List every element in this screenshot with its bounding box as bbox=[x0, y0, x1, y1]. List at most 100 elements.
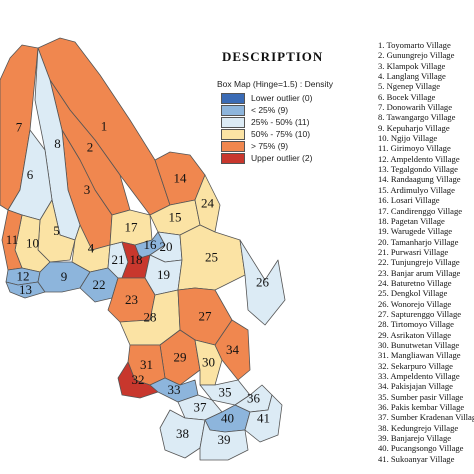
region-label-12: 12 bbox=[17, 269, 30, 284]
village-list-item: 13. Tegalgondo Village bbox=[378, 164, 458, 175]
legend-item-q4: > 75% (9) bbox=[217, 140, 377, 152]
region-label-9: 9 bbox=[61, 269, 68, 284]
village-list-item: 15. Ardimulyo Village bbox=[378, 184, 455, 195]
region-39 bbox=[199, 419, 249, 461]
village-list-item: 12. Ampeldento Village bbox=[378, 153, 460, 164]
legend-swatch bbox=[221, 104, 245, 116]
region-26 bbox=[239, 239, 286, 326]
region-label-32: 32 bbox=[132, 372, 145, 387]
village-list-item: 21. Purwasri Village bbox=[378, 246, 449, 257]
village-list-item: 25. Dengkol Village bbox=[378, 288, 448, 299]
region-label-30: 30 bbox=[202, 355, 215, 370]
legend-swatch bbox=[221, 128, 245, 140]
region-label-31: 31 bbox=[140, 357, 153, 372]
region-41 bbox=[244, 394, 283, 443]
legend-label: < 25% (9) bbox=[251, 105, 289, 115]
region-label-37: 37 bbox=[194, 400, 208, 415]
region-label-41: 41 bbox=[257, 411, 270, 426]
village-list-item: 23. Banjar arum Village bbox=[378, 267, 461, 278]
legend-label: > 75% (9) bbox=[251, 141, 289, 151]
village-list-item: 29. Asrikaton Village bbox=[378, 329, 452, 340]
village-list-item: 28. Tirtomoyo Village bbox=[378, 319, 454, 330]
village-list-item: 37. Sumber Kradenan Village bbox=[378, 412, 474, 423]
region-32 bbox=[117, 361, 159, 399]
legend-label: 25% - 50% (11) bbox=[251, 117, 310, 127]
region-label-34: 34 bbox=[226, 342, 240, 357]
village-list-item: 20. Tamanharjo Village bbox=[378, 236, 459, 247]
region-label-39: 39 bbox=[218, 432, 231, 447]
description-title: DESCRIPTION bbox=[222, 49, 324, 64]
region-label-5: 5 bbox=[53, 223, 60, 238]
village-list-item: 3. Klampok Village bbox=[378, 60, 446, 71]
region-label-23: 23 bbox=[125, 292, 138, 307]
village-list-item: 33. Ampeldento Village bbox=[378, 371, 460, 381]
village-list-item: 4. Langlang Village bbox=[378, 71, 446, 82]
village-list-item: 9. Kepuharjo Village bbox=[378, 122, 450, 133]
village-list-item: 22. Tunjungrejo Village bbox=[378, 257, 460, 268]
legend-label: Upper outlier (2) bbox=[251, 153, 313, 163]
village-list-item: 8. Tawangargo Village bbox=[378, 112, 456, 123]
village-list-item: 27. Sapturenggo Village bbox=[378, 308, 462, 319]
region-label-17: 17 bbox=[125, 220, 139, 235]
region-label-27: 27 bbox=[199, 309, 213, 324]
village-list-item: 41. Sukoanyar Village bbox=[378, 453, 455, 464]
region-label-40: 40 bbox=[221, 411, 234, 426]
region-label-19: 19 bbox=[157, 267, 170, 282]
region-label-14: 14 bbox=[174, 171, 188, 186]
region-label-10: 10 bbox=[26, 236, 39, 251]
region-34 bbox=[214, 319, 251, 381]
legend-item-q1: < 25% (9) bbox=[217, 104, 377, 116]
legend-item-q3: 50% - 75% (10) bbox=[217, 128, 377, 140]
village-list-item: 24. Baturetno Village bbox=[378, 277, 452, 288]
region-label-6: 6 bbox=[27, 167, 34, 182]
legend-title: Box Map (Hinge=1.5) : Density bbox=[217, 79, 333, 89]
region-38 bbox=[159, 409, 206, 459]
village-list-item: 7. Donowarih Village bbox=[378, 102, 453, 113]
village-list-item: 35. Sumber pasir Village bbox=[378, 391, 464, 402]
region-label-35: 35 bbox=[219, 385, 232, 400]
region-label-8: 8 bbox=[54, 136, 61, 151]
region-label-21: 21 bbox=[112, 252, 125, 267]
region-33 bbox=[149, 377, 199, 403]
region-label-4: 4 bbox=[88, 241, 95, 256]
legend-swatch bbox=[221, 152, 245, 164]
region-label-29: 29 bbox=[174, 350, 187, 365]
village-list-item: 30. Bunutwetan Village bbox=[378, 339, 460, 350]
region-label-13: 13 bbox=[19, 282, 32, 297]
village-list-item: 5. Ngenep Village bbox=[378, 81, 441, 92]
region-label-1: 1 bbox=[101, 119, 108, 134]
village-list-item: 32. Sekarpuro Village bbox=[378, 360, 453, 371]
village-list-item: 26. Wonorejo Village bbox=[378, 298, 452, 309]
legend-label: 50% - 75% (10) bbox=[251, 129, 311, 139]
legend-swatch bbox=[221, 92, 245, 104]
legend-swatch bbox=[221, 116, 245, 128]
village-list-item: 18. Pagetan Village bbox=[378, 215, 445, 226]
village-list-item: 17. Candirenggo Village bbox=[378, 205, 463, 216]
village-list-item: 14. Randaagung Village bbox=[378, 174, 461, 185]
village-list-item: 40. Pucangsongo Village bbox=[378, 443, 464, 454]
region-label-20: 20 bbox=[160, 239, 173, 254]
legend-label: Lower outlier (0) bbox=[251, 93, 313, 103]
region-label-7: 7 bbox=[16, 120, 23, 135]
village-list-item: 36. Pakis kembar Village bbox=[378, 402, 465, 413]
region-label-2: 2 bbox=[87, 140, 94, 155]
village-list-item: 39. Banjarejo Village bbox=[378, 433, 452, 444]
village-list-item: 31. Mangliawan Village bbox=[378, 350, 461, 361]
village-list-item: 6. Bocek Village bbox=[378, 91, 436, 102]
village-list-item: 16. Losari Village bbox=[378, 195, 440, 206]
legend-item-upper-outlier: Upper outlier (2) bbox=[217, 152, 377, 164]
village-list-item: 10. Ngijo Village bbox=[378, 133, 438, 144]
region-25 bbox=[177, 224, 246, 291]
village-list-item: 19. Warugede Village bbox=[378, 226, 453, 237]
village-list-item: 34. Pakisjajan Village bbox=[378, 381, 453, 392]
legend-swatch bbox=[221, 140, 245, 152]
village-list-item: 1. Toyomarto Village bbox=[378, 40, 451, 50]
village-list-item: 2. Gunungrejo Village bbox=[378, 50, 455, 61]
region-label-36: 36 bbox=[247, 391, 261, 406]
region-label-26: 26 bbox=[256, 275, 270, 290]
region-label-38: 38 bbox=[176, 426, 189, 441]
village-list-item: 38. Kedungrejo Village bbox=[378, 422, 459, 433]
village-list: 1. Toyomarto Village 2. Gunungrejo Villag… bbox=[378, 40, 474, 464]
region-label-22: 22 bbox=[93, 277, 106, 292]
